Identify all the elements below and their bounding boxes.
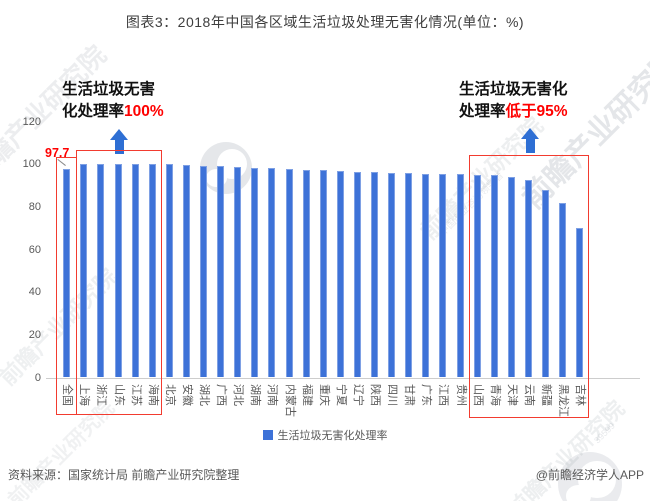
annotation-below95-line1: 生活垃圾无害化 [459, 81, 568, 98]
bar [302, 169, 310, 378]
bar [182, 164, 190, 378]
bar [576, 227, 584, 378]
x-axis-label: 宁夏 [334, 384, 347, 406]
up-arrow-stem [115, 140, 124, 154]
bar [268, 168, 276, 378]
bar [542, 189, 549, 378]
credit-note: @前瞻经济学人APP [535, 468, 644, 482]
up-arrow-icon [110, 129, 128, 140]
x-axis-label: 四川 [386, 384, 399, 406]
chart-title: 图表3：2018年中国各区域生活垃圾处理无害化情况(单位：%) [125, 14, 525, 30]
annotation-100pct-line1: 生活垃圾无害 [62, 81, 156, 98]
bar [388, 172, 396, 378]
bar [319, 170, 327, 378]
data-label-national: 97.7 [45, 146, 70, 160]
bar [524, 179, 532, 378]
annotation-below95-line2: 处理率低于95% [459, 101, 568, 123]
bar [285, 169, 293, 378]
bar [490, 175, 498, 378]
bar [353, 172, 361, 378]
y-axis-tick-label: 80 [28, 200, 41, 213]
legend-swatch-icon [262, 430, 273, 440]
source-note: 资料来源：国家统计局 前瞻产业研究院整理 [8, 468, 240, 482]
bar [234, 166, 242, 378]
x-axis-label: 甘肃 [403, 384, 416, 406]
x-axis-label: 广东 [420, 384, 433, 406]
bar [336, 170, 344, 378]
x-axis-label: 广西 [215, 384, 228, 406]
x-axis-label: 重庆 [317, 384, 330, 406]
x-axis-label: 福建 [300, 384, 313, 406]
annotation-100pct-line2-red: 100% [124, 103, 164, 120]
annotation-100pct-line2-black: 化处理率 [62, 103, 125, 120]
x-axis-label: 北京 [163, 384, 176, 406]
highlight-box [75, 150, 162, 415]
bar [507, 176, 515, 378]
x-axis-label: 河南 [266, 384, 279, 406]
annotation-100pct-line2: 化处理率100% [62, 101, 164, 123]
x-axis-line [46, 377, 640, 379]
bar [439, 173, 447, 378]
x-axis-label: 河北 [232, 384, 245, 406]
x-axis-label: 内蒙古 [283, 384, 296, 417]
annotation-100pct: 生活垃圾无害 化处理率100% [62, 79, 164, 123]
y-axis-tick-label: 40 [28, 286, 41, 299]
legend: 生活垃圾无害化处理率 [0, 427, 650, 443]
bar [473, 175, 481, 378]
x-axis-label: 安徽 [180, 384, 193, 406]
watermark-logo-icon [200, 142, 252, 194]
y-axis-tick-label: 60 [28, 243, 41, 256]
bar [559, 202, 567, 378]
y-axis-tick-label: 0 [34, 371, 41, 384]
bar [63, 169, 71, 378]
x-axis-label: 辽宁 [351, 384, 364, 406]
x-axis-label: 江西 [437, 384, 450, 406]
bar [165, 164, 173, 378]
y-axis-tick-label: 100 [22, 158, 41, 171]
annotation-below95-line2-red: 低于95% [505, 103, 568, 120]
bar [405, 173, 413, 378]
x-axis-label: 湖北 [198, 384, 210, 406]
highlight-box [469, 155, 590, 418]
x-axis-label: 贵州 [454, 384, 467, 406]
y-axis-tick-label: 120 [22, 115, 41, 128]
bar [251, 167, 259, 378]
bar [456, 174, 464, 378]
bar [114, 164, 122, 378]
legend-label: 生活垃圾无害化处理率 [277, 430, 388, 442]
bar [131, 164, 139, 378]
x-axis-label: 湖南 [249, 384, 262, 406]
up-arrow-stem [526, 139, 535, 153]
bar [200, 165, 207, 378]
bar [97, 164, 105, 378]
bar [422, 173, 430, 378]
bar [148, 164, 156, 378]
bar [371, 172, 378, 378]
annotation-below95: 生活垃圾无害化 处理率低于95% [459, 79, 568, 123]
highlight-box [56, 157, 78, 415]
annotation-below95-line2-black: 处理率 [459, 103, 506, 120]
bar [217, 166, 225, 378]
up-arrow-icon [521, 128, 539, 139]
x-axis-label: 陕西 [369, 384, 381, 406]
y-axis-tick-label: 20 [28, 328, 41, 341]
bar [80, 164, 88, 378]
